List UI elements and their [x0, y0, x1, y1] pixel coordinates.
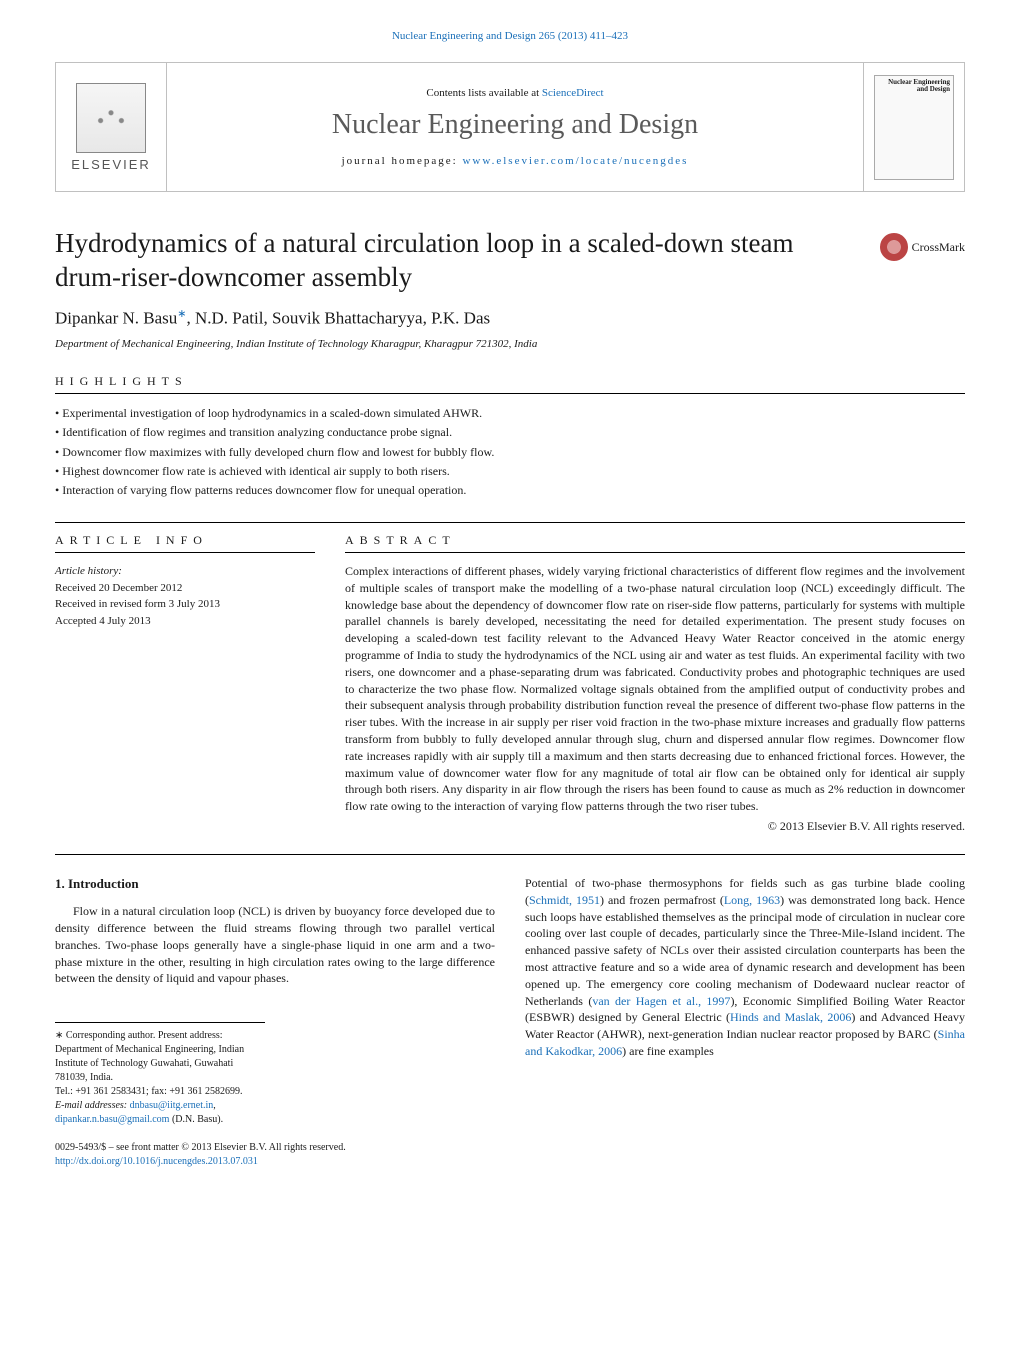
intro-right-col: Potential of two-phase thermosyphons for… [525, 875, 965, 1169]
section-divider [55, 854, 965, 855]
accepted-date: Accepted 4 July 2013 [55, 613, 315, 630]
elsevier-tree-icon [76, 83, 146, 153]
t6: ) are fine examples [622, 1044, 714, 1058]
intro-left-col: 1. Introduction Flow in a natural circul… [55, 875, 495, 1169]
crossmark-label: CrossMark [912, 240, 965, 255]
highlight-item: Experimental investigation of loop hydro… [55, 404, 965, 423]
crossmark-icon [880, 233, 908, 261]
contents-line: Contents lists available at ScienceDirec… [167, 87, 863, 99]
journal-cover-thumb: Nuclear Engineering and Design [864, 63, 964, 191]
elsevier-logo: ELSEVIER [56, 63, 166, 191]
email-label: E-mail addresses: [55, 1100, 130, 1111]
front-matter-line: 0029-5493/$ – see front matter © 2013 El… [55, 1141, 495, 1155]
journal-header: ELSEVIER Contents lists available at Sci… [55, 62, 965, 192]
article-history: Article history: Received 20 December 20… [55, 563, 315, 629]
intro-columns: 1. Introduction Flow in a natural circul… [55, 875, 965, 1169]
doi-link[interactable]: http://dx.doi.org/10.1016/j.nucengdes.20… [55, 1156, 258, 1167]
divider [345, 552, 965, 553]
ref-hinds[interactable]: Hinds and Maslak, 2006 [730, 1010, 851, 1024]
email-1-link[interactable]: dnbasu@iitg.ernet.in [130, 1100, 214, 1111]
email-line: E-mail addresses: dnbasu@iitg.ernet.in, … [55, 1099, 265, 1127]
cover-thumbnail: Nuclear Engineering and Design [874, 75, 954, 180]
homepage-url[interactable]: www.elsevier.com/locate/nucengdes [462, 155, 688, 167]
email-post: (D.N. Basu). [169, 1114, 223, 1125]
intro-heading: 1. Introduction [55, 875, 495, 893]
authors-line: Dipankar N. Basu∗, N.D. Patil, Souvik Bh… [55, 307, 965, 329]
journal-homepage: journal homepage: www.elsevier.com/locat… [167, 155, 863, 167]
affiliation: Department of Mechanical Engineering, In… [55, 338, 965, 350]
abstract-col: ABSTRACT Complex interactions of differe… [345, 533, 965, 834]
abstract-body: Complex interactions of different phases… [345, 563, 965, 815]
highlight-item: Identification of flow regimes and trans… [55, 423, 965, 442]
divider [55, 552, 315, 553]
article-info-col: ARTICLE INFO Article history: Received 2… [55, 533, 315, 834]
email-2-link[interactable]: dipankar.n.basu@gmail.com [55, 1114, 169, 1125]
ref-long[interactable]: Long, 1963 [724, 893, 780, 907]
info-heading: ARTICLE INFO [55, 533, 315, 548]
homepage-label: journal homepage: [342, 155, 463, 167]
article-title: Hydrodynamics of a natural circulation l… [55, 227, 825, 295]
highlight-item: Downcomer flow maximizes with fully deve… [55, 443, 965, 462]
citation-text[interactable]: Nuclear Engineering and Design 265 (2013… [392, 30, 628, 42]
abstract-heading: ABSTRACT [345, 533, 965, 548]
info-abstract-row: ARTICLE INFO Article history: Received 2… [55, 533, 965, 834]
ref-hagen[interactable]: van der Hagen et al., 1997 [592, 994, 730, 1008]
tel-fax: Tel.: +91 361 2583431; fax: +91 361 2582… [55, 1085, 265, 1099]
history-label: Article history: [55, 563, 315, 580]
crossmark-badge[interactable]: CrossMark [880, 233, 965, 261]
journal-name: Nuclear Engineering and Design [167, 109, 863, 141]
elsevier-label: ELSEVIER [71, 157, 151, 172]
t2: ) and frozen permafrost ( [600, 893, 724, 907]
author-primary: Dipankar N. Basu [55, 308, 177, 327]
corr-author-note: ∗ Corresponding author. Present address:… [55, 1029, 265, 1085]
intro-right-para: Potential of two-phase thermosyphons for… [525, 875, 965, 1060]
footnote-block: ∗ Corresponding author. Present address:… [55, 1022, 265, 1127]
revised-date: Received in revised form 3 July 2013 [55, 596, 315, 613]
highlights-list: Experimental investigation of loop hydro… [55, 404, 965, 500]
t3: ) was demonstrated long back. Hence such… [525, 893, 965, 1008]
divider [55, 522, 965, 523]
intro-para: Flow in a natural circulation loop (NCL)… [55, 903, 495, 987]
header-center: Contents lists available at ScienceDirec… [166, 63, 864, 191]
copyright-line: © 2013 Elsevier B.V. All rights reserved… [345, 819, 965, 834]
highlights-heading: HIGHLIGHTS [55, 374, 965, 389]
front-matter-block: 0029-5493/$ – see front matter © 2013 El… [55, 1141, 495, 1169]
top-citation-link[interactable]: Nuclear Engineering and Design 265 (2013… [55, 30, 965, 42]
contents-prefix: Contents lists available at [426, 87, 541, 99]
divider [55, 393, 965, 394]
authors-rest: , N.D. Patil, Souvik Bhattacharyya, P.K.… [187, 308, 491, 327]
corr-sup: ∗ [177, 308, 186, 320]
received-date: Received 20 December 2012 [55, 580, 315, 597]
highlight-item: Interaction of varying flow patterns red… [55, 481, 965, 500]
ref-schmidt[interactable]: Schmidt, 1951 [529, 893, 600, 907]
highlight-item: Highest downcomer flow rate is achieved … [55, 462, 965, 481]
sciencedirect-link[interactable]: ScienceDirect [542, 87, 604, 99]
email-sep: , [213, 1100, 216, 1111]
title-row: Hydrodynamics of a natural circulation l… [55, 227, 965, 295]
